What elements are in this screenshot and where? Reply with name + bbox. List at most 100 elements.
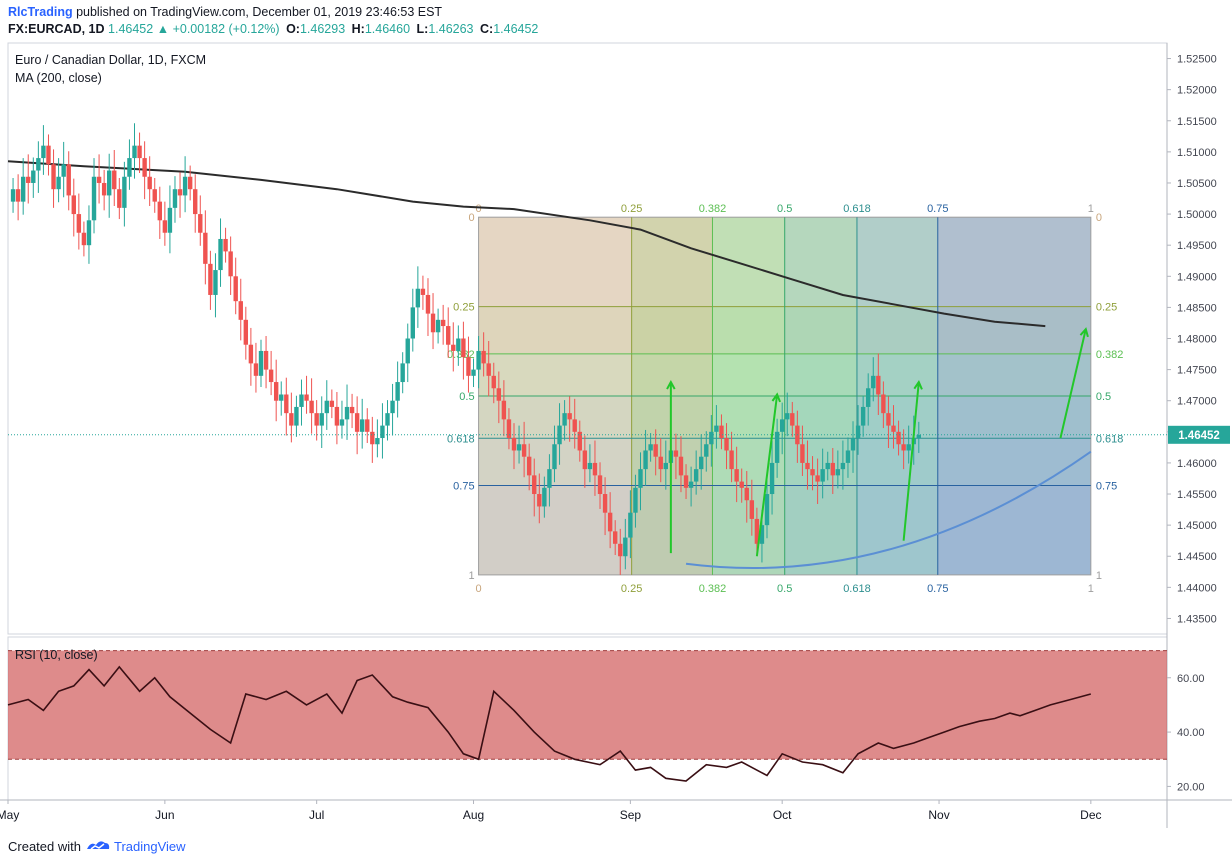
candle-body: [461, 338, 466, 358]
price-tick-label: 1.48000: [1177, 334, 1217, 346]
candle-body: [218, 238, 223, 271]
candle-down: [501, 380, 507, 437]
candle-down: [466, 336, 471, 393]
fib-top-label: 0.75: [927, 203, 948, 215]
price-tick-label: 1.45000: [1177, 520, 1217, 532]
candle-body: [36, 158, 41, 171]
candle-body: [916, 434, 921, 439]
candle-body: [491, 375, 496, 389]
price-tick-label: 1.43500: [1177, 613, 1217, 625]
candle-body: [673, 450, 679, 457]
candle-body: [273, 382, 279, 401]
candle-body: [187, 176, 193, 190]
candle-body: [208, 263, 213, 295]
rsi-tick-label: 40.00: [1177, 727, 1205, 739]
candle-body: [223, 238, 228, 252]
candle-up: [122, 161, 127, 227]
candle-body: [769, 462, 775, 495]
candle-down: [334, 392, 340, 445]
trend-arrow: [666, 379, 676, 554]
candle-body: [739, 481, 744, 488]
candle-down: [744, 471, 749, 523]
candle-body: [339, 419, 345, 426]
candle-body: [198, 214, 203, 233]
price-tick-label: 1.51500: [1177, 116, 1217, 128]
time-tick-label: May: [0, 808, 19, 822]
candle-down: [607, 492, 613, 549]
price-tick-label: 1.50500: [1177, 178, 1217, 190]
candle-up: [709, 415, 714, 467]
candle-down: [886, 396, 891, 448]
candle-down: [724, 423, 729, 470]
candle-up: [850, 421, 856, 473]
tradingview-brand[interactable]: TradingView: [114, 839, 186, 854]
candle-body: [830, 462, 835, 476]
fib-left-label: 0: [468, 212, 474, 224]
candle-body: [749, 500, 755, 519]
price-tick-label: 1.47000: [1177, 396, 1217, 408]
candle-body: [688, 481, 694, 488]
close-label: C:: [480, 22, 494, 36]
candle-body: [653, 444, 658, 457]
price-tick-label: 1.50000: [1177, 209, 1217, 221]
candle-down: [613, 520, 618, 555]
candle-body: [466, 357, 471, 376]
fib-top-label: 1: [1088, 203, 1094, 215]
candle-up: [785, 392, 790, 437]
price-tick-label: 1.52000: [1177, 85, 1217, 97]
open-value: 1.46293: [299, 22, 346, 36]
candle-body: [177, 189, 183, 196]
candle-down: [618, 528, 623, 575]
candle-body: [516, 444, 522, 451]
candle-down: [162, 201, 168, 246]
fib-bottom-label: 0: [476, 583, 482, 595]
candle-down: [243, 306, 249, 360]
candle-down: [734, 446, 739, 503]
time-tick-label: Aug: [463, 808, 484, 822]
candle-up: [86, 205, 92, 264]
candle-up: [855, 405, 861, 455]
candle-body: [592, 462, 598, 476]
candle-up: [638, 452, 643, 511]
candle-body: [855, 425, 861, 439]
fib-bottom-label: 0.75: [927, 583, 948, 595]
candle-down: [76, 193, 82, 250]
candle-body: [658, 456, 663, 470]
candle-up: [380, 403, 385, 459]
fib-right-label: 1: [1096, 570, 1102, 582]
candle-up: [769, 440, 775, 515]
fib-top-label: 0.5: [777, 203, 792, 215]
candle-up: [107, 153, 112, 218]
candle-down: [810, 456, 815, 491]
trend-arrow-shaft: [902, 381, 920, 541]
trend-arrow-head: [771, 392, 781, 403]
author-name[interactable]: RlcTrading: [8, 5, 73, 19]
price-tick-label: 1.49000: [1177, 271, 1217, 283]
candle-body: [152, 189, 157, 202]
candle-body: [845, 450, 851, 463]
price-tick-label: 1.52500: [1177, 54, 1217, 66]
price-tick-label: 1.47500: [1177, 365, 1217, 377]
candle-up: [299, 379, 304, 426]
candle-body: [547, 469, 552, 488]
candle-down: [506, 408, 512, 450]
price-tick-label: 1.46000: [1177, 458, 1217, 470]
candle-body: [360, 419, 365, 432]
candle-down: [208, 250, 213, 310]
candle-down: [46, 134, 51, 176]
candle-body: [420, 288, 426, 295]
candle-down: [177, 172, 183, 218]
candle-down: [602, 477, 608, 536]
created-with-text: Created with: [8, 839, 81, 854]
candle-down: [881, 381, 886, 429]
candle-body: [618, 543, 623, 557]
candle-up: [633, 474, 638, 528]
candle-body: [101, 182, 107, 196]
candle-body: [20, 176, 26, 202]
candle-up: [623, 518, 628, 570]
candle-up: [557, 403, 562, 465]
price-tick-label: 1.49500: [1177, 240, 1217, 252]
candle-body: [304, 394, 309, 401]
candle-up: [324, 380, 329, 430]
